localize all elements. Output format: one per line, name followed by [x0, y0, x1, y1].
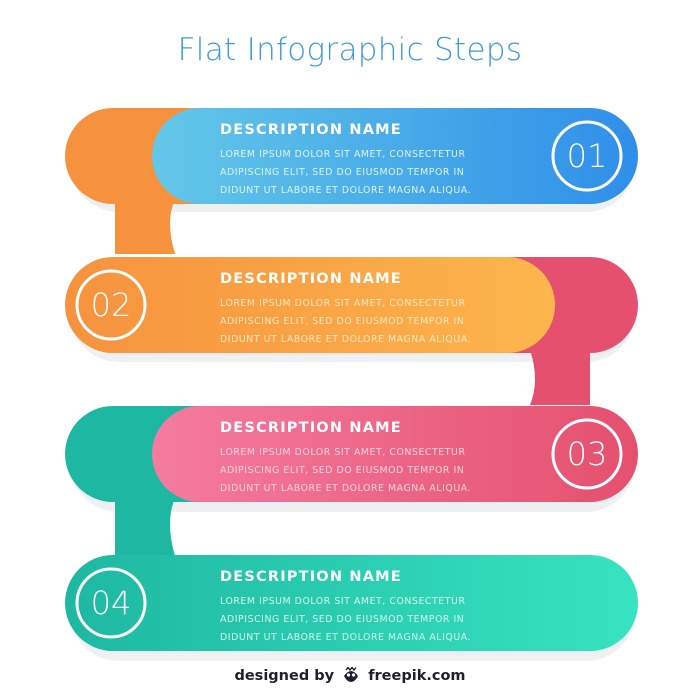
- credit-line: designed by freepik.com: [0, 667, 700, 684]
- step-1-number-ring: [551, 120, 623, 192]
- step-3-number-ring: [551, 418, 623, 490]
- step-3-number: 03: [566, 435, 608, 473]
- step-2-pill: [65, 257, 555, 353]
- credit-brand: freepik.com: [368, 668, 466, 684]
- step-4-number-ring: [75, 567, 147, 639]
- step-2-line: LOREM IPSUM DOLOR SIT AMET, CONSECTETUR: [220, 298, 466, 309]
- step-1-number: 01: [566, 137, 608, 175]
- step-1-line: ADIPISCING ELIT, SED DO EIUSMOD TEMPOR I…: [220, 167, 465, 178]
- step-3-line: DIDUNT UT LABORE ET DOLORE MAGNA ALIQUA.: [220, 483, 472, 494]
- step-3-body: LOREM IPSUM DOLOR SIT AMET, CONSECTETUR …: [220, 444, 500, 498]
- step-1-body: LOREM IPSUM DOLOR SIT AMET, CONSECTETUR …: [220, 146, 500, 200]
- freepik-logo-icon: [344, 667, 359, 682]
- step-2-text: DESCRIPTION NAME LOREM IPSUM DOLOR SIT A…: [220, 270, 500, 349]
- step-3-heading: DESCRIPTION NAME: [220, 420, 402, 436]
- step-4-line: DIDUNT UT LABORE ET DOLORE MAGNA ALIQUA.: [220, 632, 472, 643]
- step-4-text: DESCRIPTION NAME LOREM IPSUM DOLOR SIT A…: [220, 568, 500, 647]
- step-3-text: DESCRIPTION NAME LOREM IPSUM DOLOR SIT A…: [220, 419, 500, 498]
- step-2-number-ring: [75, 269, 147, 341]
- step-1-line: LOREM IPSUM DOLOR SIT AMET, CONSECTETUR: [220, 149, 466, 160]
- step-4-line: LOREM IPSUM DOLOR SIT AMET, CONSECTETUR: [220, 596, 466, 607]
- step-2-body: LOREM IPSUM DOLOR SIT AMET, CONSECTETUR …: [220, 295, 500, 349]
- step-2-line: DIDUNT UT LABORE ET DOLORE MAGNA ALIQUA.: [220, 334, 472, 345]
- credit-prefix: designed by: [234, 668, 335, 684]
- step-2-number: 02: [90, 286, 132, 324]
- step-4-pill: [65, 555, 638, 651]
- step-1-heading: DESCRIPTION NAME: [220, 122, 402, 138]
- step-3-line: LOREM IPSUM DOLOR SIT AMET, CONSECTETUR: [220, 447, 466, 458]
- step-3-line: ADIPISCING ELIT, SED DO EIUSMOD TEMPOR I…: [220, 465, 465, 476]
- step-4-number: 04: [90, 584, 132, 622]
- step-1-pill: [152, 108, 638, 204]
- step-4-body: LOREM IPSUM DOLOR SIT AMET, CONSECTETUR …: [220, 593, 500, 647]
- step-2-line: ADIPISCING ELIT, SED DO EIUSMOD TEMPOR I…: [220, 316, 465, 327]
- step-1-line: DIDUNT UT LABORE ET DOLORE MAGNA ALIQUA.: [220, 185, 472, 196]
- step-3-pill: [152, 406, 638, 502]
- step-1-text: DESCRIPTION NAME LOREM IPSUM DOLOR SIT A…: [220, 121, 500, 200]
- step-2-heading: DESCRIPTION NAME: [220, 271, 402, 287]
- infographic-title: Flat Infographic Steps: [177, 32, 523, 68]
- step-4-heading: DESCRIPTION NAME: [220, 569, 402, 585]
- step-4-line: ADIPISCING ELIT, SED DO EIUSMOD TEMPOR I…: [220, 614, 465, 625]
